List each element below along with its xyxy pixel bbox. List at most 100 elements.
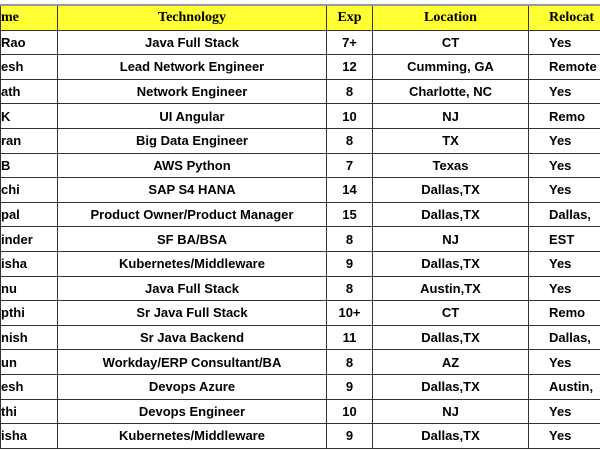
cell-technology: Java Full Stack	[57, 275, 327, 302]
cell-technology: Kubernetes/Middleware	[57, 423, 327, 449]
cell-exp: 10	[326, 103, 373, 129]
cell-exp: 10+	[326, 300, 373, 326]
cell-relocation: Yes	[528, 349, 600, 375]
cell-technology: SAP S4 HANA	[57, 177, 327, 203]
header-row: me Technology Exp Location Relocat	[0, 3, 600, 31]
cell-technology: Lead Network Engineer	[57, 54, 327, 80]
cell-exp: 8	[326, 349, 373, 375]
cell-name: isha	[0, 423, 58, 449]
header-relocation: Relocat	[528, 3, 600, 31]
cell-location: Cumming, GA	[372, 54, 529, 80]
cell-relocation: Yes	[528, 398, 600, 425]
cell-name: pal	[0, 201, 58, 228]
cell-relocation: Dallas,	[528, 201, 600, 228]
cell-exp: 14	[326, 177, 373, 203]
cell-exp: 8	[326, 127, 373, 154]
cell-location: NJ	[372, 226, 529, 252]
cell-name: ran	[0, 127, 58, 154]
cell-technology: Sr Java Backend	[57, 324, 327, 351]
cell-exp: 11	[326, 324, 373, 351]
cell-exp: 7+	[326, 29, 373, 56]
cell-location: TX	[372, 127, 529, 154]
cell-relocation: Austin,	[528, 373, 600, 400]
cell-location: Dallas,TX	[372, 324, 529, 351]
table-row: esh Devops Azure 9 Dallas,TX Austin,	[0, 373, 600, 400]
cell-name: K	[0, 103, 58, 129]
cell-exp: 8	[326, 275, 373, 302]
cell-relocation: Yes	[528, 177, 600, 203]
cell-relocation: Yes	[528, 250, 600, 277]
header-technology: Technology	[57, 3, 327, 31]
table-row: Rao Java Full Stack 7+ CT Yes	[0, 29, 600, 56]
cell-exp: 9	[326, 423, 373, 449]
cell-name: esh	[0, 373, 58, 400]
cell-location: Dallas,TX	[372, 373, 529, 400]
cell-location: NJ	[372, 398, 529, 425]
cell-technology: Product Owner/Product Manager	[57, 201, 327, 228]
cell-name: nu	[0, 275, 58, 302]
candidate-table-container: me Technology Exp Location Relocat Rao Ja…	[0, 3, 600, 449]
cell-name: B	[0, 152, 58, 179]
cell-name: chi	[0, 177, 58, 203]
cell-name: thi	[0, 398, 58, 425]
cell-relocation: Remo	[528, 103, 600, 129]
table-row: nish Sr Java Backend 11 Dallas,TX Dallas,	[0, 324, 600, 351]
cell-relocation: Yes	[528, 152, 600, 179]
cell-location: Austin,TX	[372, 275, 529, 302]
cell-location: CT	[372, 29, 529, 56]
cell-name: ath	[0, 78, 58, 105]
cell-location: CT	[372, 300, 529, 326]
cell-exp: 8	[326, 78, 373, 105]
table-row: esh Lead Network Engineer 12 Cumming, GA Rem…	[0, 54, 600, 80]
header-exp: Exp	[326, 3, 373, 31]
cell-technology: Devops Engineer	[57, 398, 327, 425]
cell-relocation: Yes	[528, 78, 600, 105]
cell-technology: Sr Java Full Stack	[57, 300, 327, 326]
candidate-table: me Technology Exp Location Relocat Rao Ja…	[0, 3, 600, 449]
table-row: B AWS Python 7 Texas Yes	[0, 152, 600, 179]
cell-location: Dallas,TX	[372, 423, 529, 449]
cell-relocation: EST	[528, 226, 600, 252]
table-row: nu Java Full Stack 8 Austin,TX Yes	[0, 275, 600, 302]
cell-exp: 9	[326, 250, 373, 277]
cell-name: inder	[0, 226, 58, 252]
cell-technology: SF BA/BSA	[57, 226, 327, 252]
table-row: inder SF BA/BSA 8 NJ EST	[0, 226, 600, 252]
cell-relocation: Yes	[528, 127, 600, 154]
header-location: Location	[372, 3, 529, 31]
cell-location: AZ	[372, 349, 529, 375]
table-row: K UI Angular 10 NJ Remo	[0, 103, 600, 129]
cell-technology: Java Full Stack	[57, 29, 327, 56]
table-row: thi Devops Engineer 10 NJ Yes	[0, 398, 600, 425]
cell-name: nish	[0, 324, 58, 351]
cell-relocation: Yes	[528, 423, 600, 449]
table-row: pthi Sr Java Full Stack 10+ CT Remo	[0, 300, 600, 326]
cell-technology: Network Engineer	[57, 78, 327, 105]
cell-name: isha	[0, 250, 58, 277]
cell-exp: 10	[326, 398, 373, 425]
header-name: me	[0, 3, 58, 31]
cell-exp: 15	[326, 201, 373, 228]
cell-name: esh	[0, 54, 58, 80]
cell-name: pthi	[0, 300, 58, 326]
cell-location: Charlotte, NC	[372, 78, 529, 105]
cell-relocation: Dallas,	[528, 324, 600, 351]
cell-location: NJ	[372, 103, 529, 129]
table-row: pal Product Owner/Product Manager 15 Dallas…	[0, 201, 600, 228]
table-row: isha Kubernetes/Middleware 9 Dallas,TX Yes	[0, 250, 600, 277]
table-row: un Workday/ERP Consultant/BA 8 AZ Yes	[0, 349, 600, 375]
cell-relocation: Remo	[528, 300, 600, 326]
cell-relocation: Yes	[528, 29, 600, 56]
cell-exp: 12	[326, 54, 373, 80]
cell-location: Texas	[372, 152, 529, 179]
table-row: ath Network Engineer 8 Charlotte, NC Yes	[0, 78, 600, 105]
cell-location: Dallas,TX	[372, 201, 529, 228]
cell-exp: 9	[326, 373, 373, 400]
cell-location: Dallas,TX	[372, 177, 529, 203]
cell-location: Dallas,TX	[372, 250, 529, 277]
cell-technology: Devops Azure	[57, 373, 327, 400]
cell-name: un	[0, 349, 58, 375]
cell-technology: UI Angular	[57, 103, 327, 129]
table-row: isha Kubernetes/Middleware 9 Dallas,TX Yes	[0, 423, 600, 449]
cell-technology: Big Data Engineer	[57, 127, 327, 154]
